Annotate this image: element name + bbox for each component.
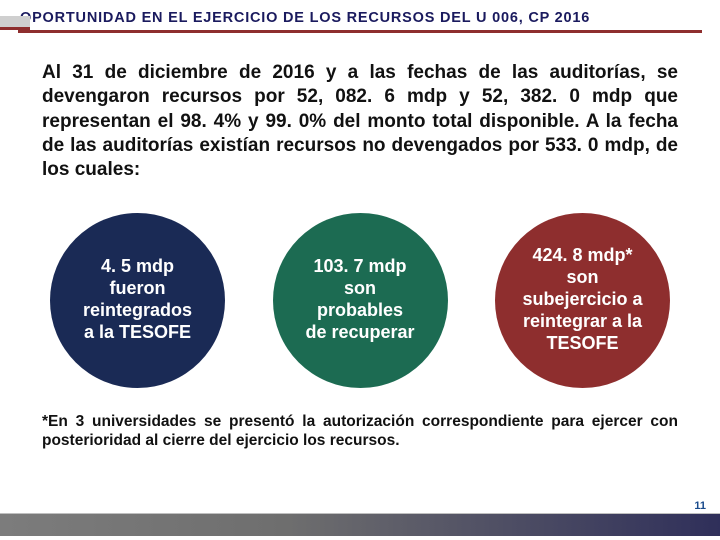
circle-text-line: de recuperar <box>305 322 414 344</box>
intro-paragraph: Al 31 de diciembre de 2016 y a las fecha… <box>42 61 678 183</box>
circle-reintegrados: 4. 5 mdpfueronreintegradosa la TESOFE <box>50 213 225 388</box>
footnote-text: *En 3 universidades se presentó la autor… <box>0 408 720 451</box>
circle-text-line: a la TESOFE <box>84 322 191 344</box>
header-accent-block <box>0 16 30 30</box>
circle-text-line: probables <box>317 300 403 322</box>
circle-text-line: reintegrar a la <box>523 311 642 333</box>
circle-text-line: son <box>566 267 598 289</box>
circle-text-line: reintegrados <box>83 300 192 322</box>
circle-text-line: 424. 8 mdp* <box>532 245 632 267</box>
footer-bar <box>0 514 720 536</box>
circle-text-line: subejercicio a <box>522 289 642 311</box>
slide-header: OPORTUNIDAD EN EL EJERCICIO DE LOS RECUR… <box>0 0 720 39</box>
circles-row: 4. 5 mdpfueronreintegradosa la TESOFE 10… <box>42 183 678 408</box>
page-number: 11 <box>694 500 706 512</box>
circle-text-line: 103. 7 mdp <box>313 256 406 278</box>
slide-content: Al 31 de diciembre de 2016 y a las fecha… <box>0 39 720 408</box>
circle-text-line: fueron <box>110 278 166 300</box>
circle-text-line: TESOFE <box>546 333 618 355</box>
title-underline <box>18 30 702 33</box>
circle-text-line: son <box>344 278 376 300</box>
circle-probables: 103. 7 mdpsonprobablesde recuperar <box>273 213 448 388</box>
circle-text-line: 4. 5 mdp <box>101 256 174 278</box>
circle-subejercicio: 424. 8 mdp*sonsubejercicio areintegrar a… <box>495 213 670 388</box>
slide-title: OPORTUNIDAD EN EL EJERCICIO DE LOS RECUR… <box>18 10 702 26</box>
